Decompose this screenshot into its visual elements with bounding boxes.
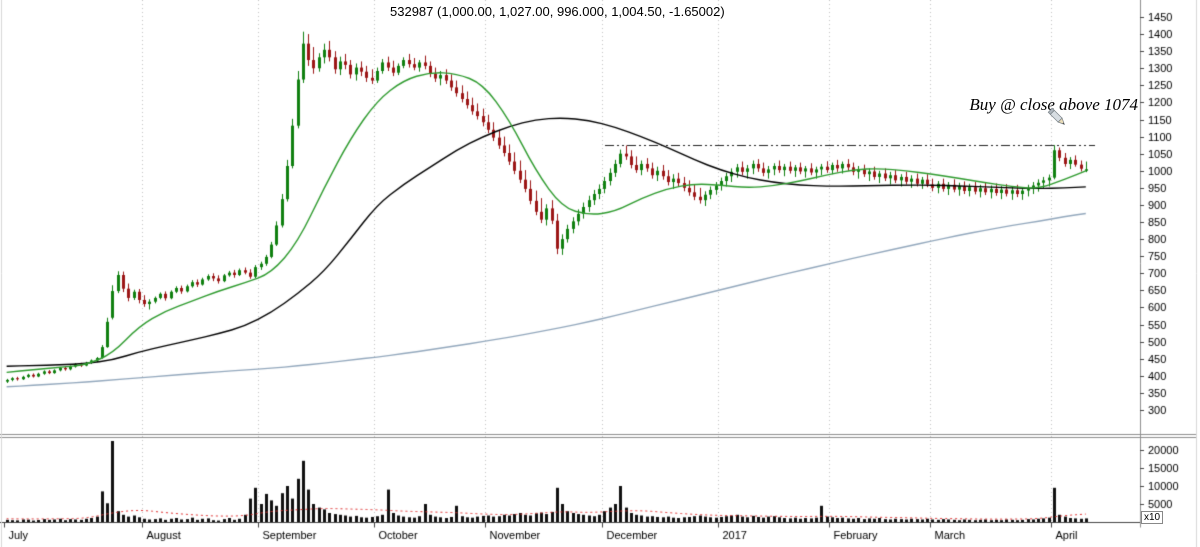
volume-scale-badge: x10	[1141, 511, 1164, 524]
pencil-icon[interactable]	[1044, 104, 1072, 137]
chart-title-quote: 532987 (1,000.00, 1,027.00, 996.000, 1,0…	[390, 4, 725, 19]
buy-annotation-text: Buy @ close above 1074	[969, 95, 1138, 114]
